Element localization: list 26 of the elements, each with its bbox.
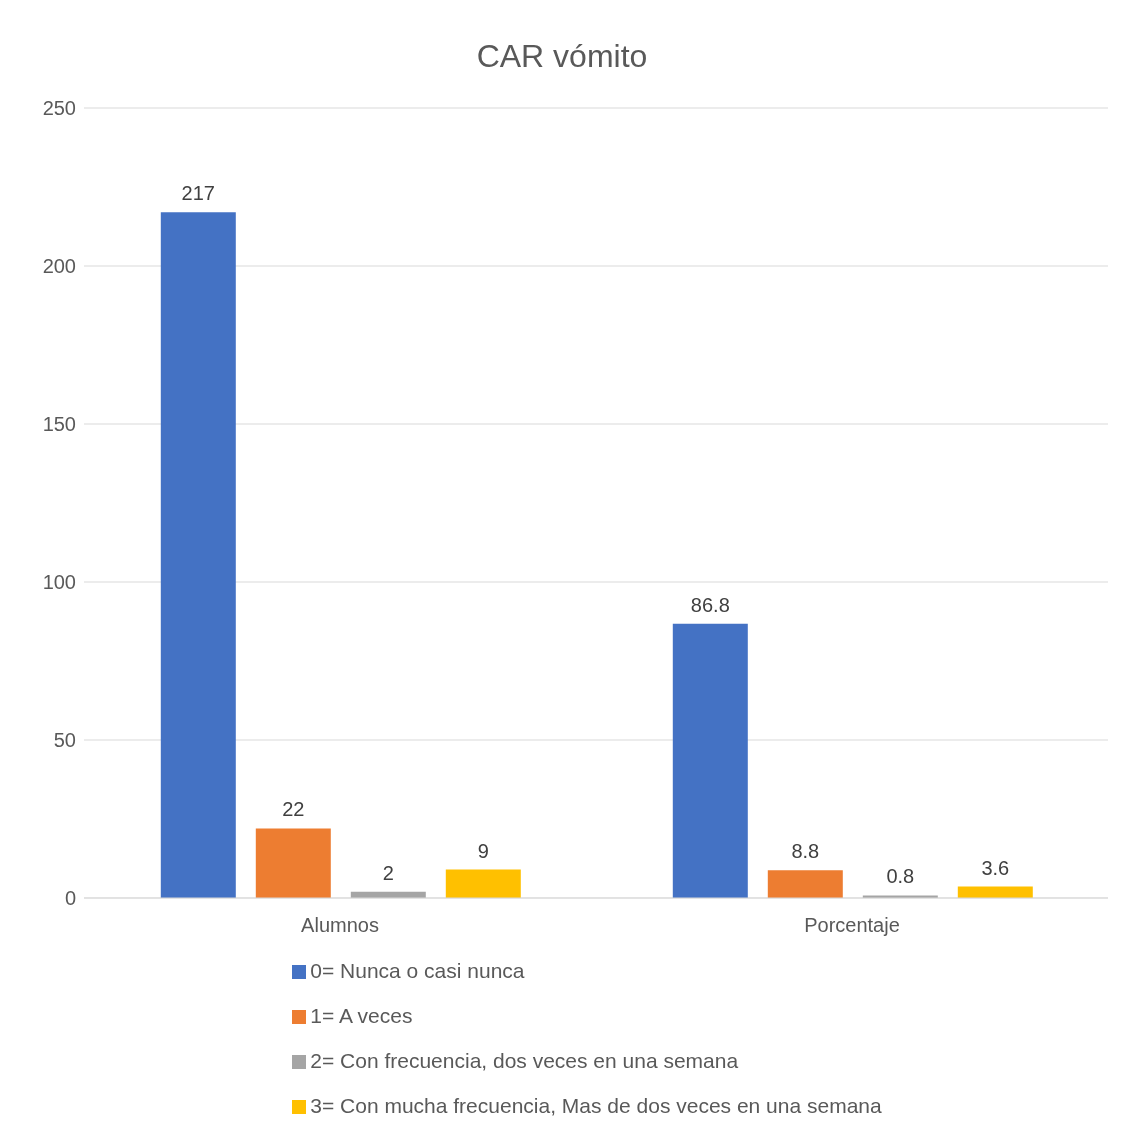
y-tick-label: 200: [42, 255, 76, 278]
data-label: 2: [382, 861, 394, 884]
chart-title: CAR vómito: [475, 37, 649, 76]
bar: [445, 869, 521, 898]
data-label: 3.6: [981, 856, 1010, 879]
y-tick-label: 50: [53, 729, 76, 752]
x-tick-label: Alumnos: [301, 914, 379, 937]
bar: [672, 623, 748, 898]
legend-label: 0= Nunca o casi nunca: [310, 959, 525, 982]
legend-label: 2= Con frecuencia, dos veces en una semana: [310, 1049, 739, 1072]
data-label: 0.8: [886, 865, 915, 888]
data-label: 86.8: [690, 593, 730, 616]
y-tick-label: 100: [42, 571, 76, 594]
bar: [255, 828, 331, 898]
data-label: 22: [282, 798, 305, 821]
data-label: 217: [181, 182, 215, 205]
legend-label: 1= A veces: [310, 1004, 413, 1027]
bar: [160, 212, 236, 898]
y-tick-label: 0: [64, 887, 76, 910]
y-tick-label: 250: [42, 97, 76, 120]
data-label: 9: [477, 839, 489, 862]
data-label: 8.8: [791, 840, 820, 863]
y-tick-label: 150: [42, 413, 76, 436]
bar: [767, 870, 843, 898]
x-tick-label: Porcentaje: [804, 914, 900, 937]
legend-label: 3= Con mucha frecuencia, Mas de dos veces en una semana: [310, 1094, 882, 1117]
